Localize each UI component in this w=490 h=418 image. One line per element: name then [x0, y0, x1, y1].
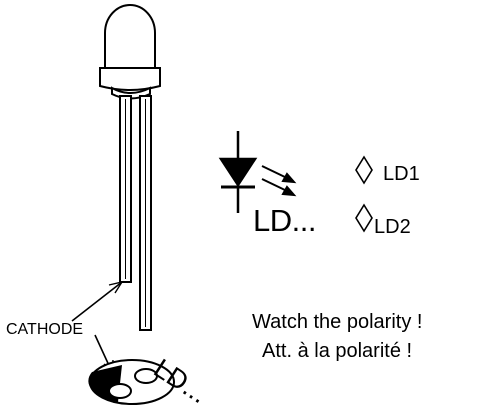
led-body [104, 4, 156, 69]
polarity-warning-fr: Att. à la polarité ! [262, 340, 413, 362]
led-flange [99, 67, 161, 100]
led-schematic-symbol [218, 131, 258, 213]
anode-lead [139, 95, 152, 331]
ld1-label: LD1 [383, 163, 420, 185]
light-emission-arrows [261, 165, 297, 197]
ld1-option-diamond-icon [355, 155, 373, 185]
polarity-warning-en: Watch the polarity ! [252, 311, 423, 333]
ld2-label: LD2 [374, 216, 411, 238]
ld-symbol-label: LD... [253, 203, 316, 238]
ld2-option-diamond-icon [355, 203, 373, 233]
cathode-pointer-arrow [71, 280, 124, 322]
pcb-footprint [88, 359, 175, 405]
cathode-label: CATHODE [6, 321, 84, 338]
cathode-lead [119, 95, 132, 283]
